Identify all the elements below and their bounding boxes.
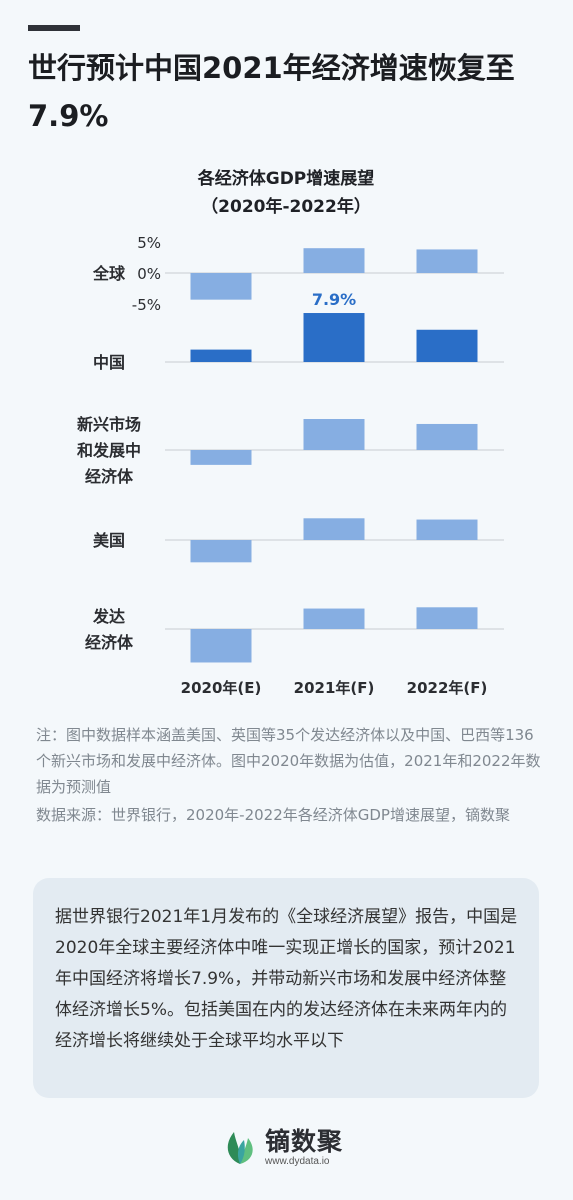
brand-url: www.dydata.io	[265, 1156, 330, 1167]
summary-text: 据世界银行2021年1月发布的《全球经济展望》报告，中国是2020年全球主要经济…	[55, 907, 518, 1051]
source-text: 数据来源：世界银行，2020年-2022年各经济体GDP增速展望，镝数聚	[36, 806, 510, 824]
bar	[416, 249, 478, 273]
bar	[416, 423, 478, 450]
leaf-logo-icon	[227, 1132, 253, 1164]
bar	[416, 329, 478, 362]
chart-notes: 注：图中数据样本涵盖美国、英国等35个发达经济体以及中国、巴西等136个新兴市场…	[36, 722, 546, 830]
axis-tick-label: -5%	[132, 296, 161, 314]
bar	[303, 419, 365, 450]
data-label: 7.9%	[312, 290, 356, 309]
chart-title: 各经济体GDP增速展望	[197, 168, 375, 189]
series-label: 新兴市场	[77, 415, 141, 434]
bar	[303, 608, 365, 629]
bar	[190, 629, 252, 663]
x-tick-label: 2020年(E)	[181, 679, 262, 697]
gdp-growth-chart: 各经济体GDP增速展望 （2020年-2022年） 全球中国新兴市场和发展中经济…	[77, 168, 504, 697]
page-title: 世行预计中国2021年经济增速恢复至7.9%	[28, 51, 515, 133]
bar	[416, 607, 478, 629]
note-text: 注：图中数据样本涵盖美国、英国等35个发达经济体以及中国、巴西等136个新兴市场…	[36, 726, 541, 796]
bar	[416, 519, 478, 540]
bar	[303, 518, 365, 540]
series-label: 发达	[92, 607, 125, 626]
series-label: 经济体	[85, 633, 134, 652]
title-accent-bar	[28, 25, 80, 31]
axis-tick-label: 0%	[137, 265, 161, 283]
bar	[303, 248, 365, 273]
series-label: 和发展中	[77, 441, 141, 460]
brand-logo: 镝数聚 www.dydata.io	[222, 1124, 382, 1172]
bar	[190, 450, 252, 465]
bar	[190, 273, 252, 300]
bar	[190, 349, 252, 362]
x-tick-label: 2021年(F)	[294, 679, 375, 697]
series-label: 中国	[93, 353, 125, 372]
series-label: 经济体	[85, 467, 134, 486]
brand-name: 镝数聚	[265, 1127, 344, 1156]
x-tick-label: 2022年(F)	[407, 679, 488, 697]
bar	[190, 540, 252, 563]
series-label: 美国	[93, 531, 125, 550]
chart-subtitle: （2020年-2022年）	[201, 196, 371, 217]
bar	[303, 313, 365, 362]
summary-box: 据世界银行2021年1月发布的《全球经济展望》报告，中国是2020年全球主要经济…	[33, 878, 539, 1098]
series-label: 全球	[92, 264, 126, 283]
axis-tick-label: 5%	[137, 234, 161, 252]
